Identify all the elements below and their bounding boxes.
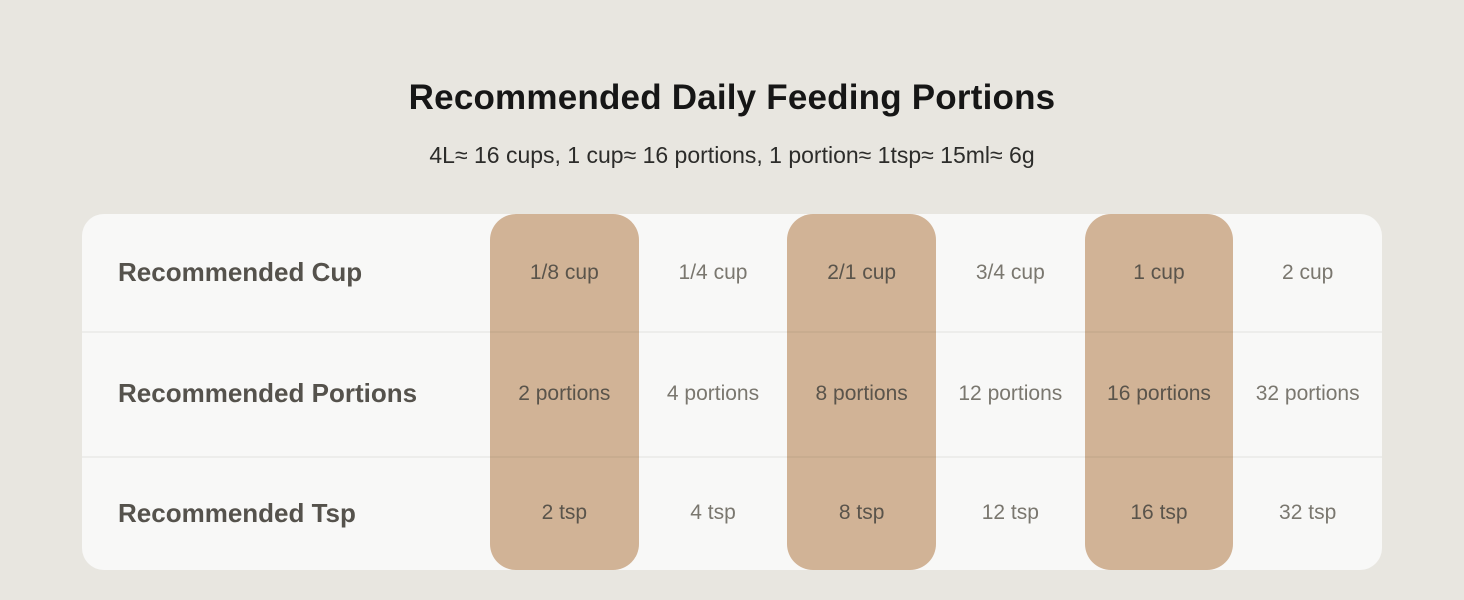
table-cell-tsp-4: 12 tsp	[981, 501, 1039, 524]
row-divider	[82, 331, 1382, 333]
table-cell-portions-4: 12 portions	[958, 381, 1063, 405]
table-cell-portions-3: 8 portions	[815, 381, 908, 405]
highlight-pill-column-3	[787, 214, 936, 570]
feeding-portions-table: Recommended Cup 1/8 cup 1/4 cup 2/1 cup …	[82, 214, 1382, 570]
table-cell-portions-6: 32 portions	[1255, 381, 1360, 405]
highlight-pill-column-5	[1084, 214, 1234, 570]
table-cell-tsp-3: 8 tsp	[838, 501, 885, 524]
table-cell-portions-1: 2 portions	[518, 381, 611, 405]
table-cell-cup-5: 1 cup	[1133, 260, 1185, 284]
table-cell-tsp-2: 4 tsp	[690, 501, 736, 524]
highlight-pill-column-1	[490, 214, 639, 570]
row-label-recommended-tsp: Recommended Tsp	[118, 497, 356, 528]
table-cell-cup-4: 3/4 cup	[975, 260, 1045, 284]
row-label-recommended-cup: Recommended Cup	[118, 257, 363, 287]
conversion-subtitle: 4L≈ 16 cups, 1 cup≈ 16 portions, 1 porti…	[429, 142, 1035, 168]
table-cell-cup-6: 2 cup	[1281, 260, 1334, 284]
table-cell-cup-1: 1/8 cup	[529, 260, 599, 284]
table-cell-cup-3: 2/1 cup	[827, 260, 897, 284]
table-cell-portions-2: 4 portions	[666, 381, 760, 405]
row-divider	[82, 456, 1382, 458]
table-cell-cup-2: 1/4 cup	[678, 260, 748, 284]
table-cell-tsp-5: 16 tsp	[1130, 501, 1188, 524]
page-title: Recommended Daily Feeding Portions	[408, 78, 1056, 117]
row-label-recommended-portions: Recommended Portions	[118, 378, 418, 408]
table-cell-tsp-6: 32 tsp	[1279, 501, 1337, 524]
table-cell-tsp-1: 2 tsp	[541, 501, 588, 524]
table-cell-portions-5: 16 portions	[1107, 381, 1211, 405]
